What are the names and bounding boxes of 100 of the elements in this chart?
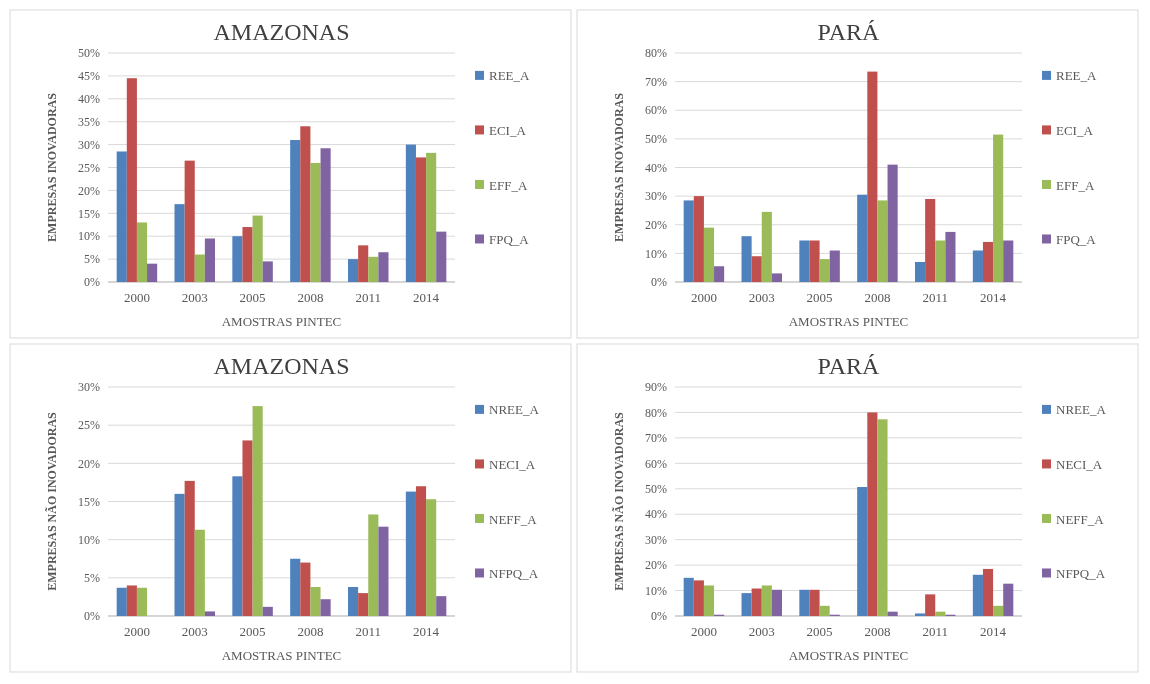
x-axis-title: AMOSTRAS PINTEC	[788, 314, 909, 329]
bar	[761, 211, 772, 282]
y-tick-label: 25%	[78, 418, 100, 433]
bar	[683, 577, 694, 616]
bar	[877, 200, 888, 282]
chart-title: AMAZONAS	[213, 19, 350, 45]
bar	[116, 587, 127, 616]
bar	[693, 196, 704, 282]
y-tick-label: 10%	[645, 583, 667, 598]
x-tick-label: 2014	[980, 624, 1007, 639]
y-tick-label: 30%	[78, 380, 100, 395]
bar	[925, 594, 936, 616]
bar	[194, 529, 205, 616]
x-tick-label: 2008	[297, 624, 324, 639]
x-axis-title: AMOSTRAS PINTEC	[221, 314, 342, 329]
bar	[993, 134, 1004, 282]
y-tick-label: 50%	[645, 481, 667, 496]
bar	[867, 71, 878, 282]
bar	[915, 261, 926, 282]
legend-label: ECI_A	[1056, 122, 1094, 138]
y-tick-label: 20%	[645, 558, 667, 573]
y-tick-label: 60%	[645, 456, 667, 471]
x-tick-label: 2011	[922, 624, 949, 639]
bar	[945, 231, 956, 282]
bar	[348, 586, 359, 616]
y-tick-label: 0%	[84, 275, 100, 290]
bar	[232, 236, 243, 282]
bar	[935, 611, 946, 616]
x-tick-label: 2000	[123, 624, 150, 639]
bar	[252, 406, 263, 616]
bar	[358, 245, 369, 282]
bar	[935, 240, 946, 282]
x-axis-title: AMOSTRAS PINTEC	[221, 648, 342, 663]
legend-label: NFPQ_A	[489, 566, 539, 582]
legend-label: NREE_A	[489, 402, 540, 418]
y-tick-label: 40%	[645, 160, 667, 175]
bar	[320, 599, 331, 616]
y-tick-label: 0%	[84, 609, 100, 624]
x-tick-label: 2011	[355, 624, 382, 639]
bar	[232, 476, 243, 616]
bar	[174, 204, 185, 282]
bar	[262, 606, 273, 616]
bar	[761, 585, 772, 616]
y-tick-label: 30%	[78, 137, 100, 152]
bar	[310, 586, 321, 616]
legend-label: NECI_A	[1056, 456, 1103, 472]
bar	[877, 419, 888, 616]
y-tick-label: 40%	[78, 92, 100, 106]
y-tick-label: 50%	[78, 46, 100, 61]
bar	[741, 236, 752, 282]
x-tick-label: 2014	[413, 290, 440, 305]
legend-label: NECI_A	[489, 456, 536, 472]
bar	[751, 588, 762, 616]
y-tick-label: 60%	[645, 103, 667, 118]
legend-label: NREE_A	[1056, 402, 1107, 418]
bar	[348, 259, 359, 282]
bar	[982, 241, 994, 282]
bar	[204, 238, 215, 282]
y-tick-label: 20%	[78, 183, 100, 198]
x-tick-label: 2000	[123, 290, 150, 305]
bar	[714, 266, 725, 282]
bar	[436, 231, 447, 282]
bar	[915, 613, 926, 616]
bar	[829, 250, 840, 282]
x-tick-label: 2003	[748, 290, 775, 305]
bar	[300, 126, 311, 282]
chart-title: PARÁ	[817, 19, 881, 45]
bar	[368, 514, 379, 616]
bar	[300, 562, 311, 616]
bar	[925, 198, 936, 282]
bar	[147, 263, 158, 282]
bar	[751, 256, 762, 282]
y-tick-label: 30%	[645, 532, 667, 547]
bar	[136, 587, 148, 616]
bar	[887, 164, 898, 282]
bar	[819, 605, 830, 616]
x-tick-label: 2005	[806, 624, 833, 639]
bar	[415, 486, 427, 616]
y-axis-title: EMPRESAS NÃO INOVADORAS	[45, 411, 59, 591]
legend-label: NEFF_A	[1056, 511, 1105, 527]
bar	[993, 605, 1004, 616]
y-tick-label: 30%	[645, 189, 667, 204]
bar	[405, 491, 416, 616]
legend-label: FPQ_A	[1056, 232, 1097, 248]
y-tick-label: 90%	[645, 380, 667, 395]
x-tick-label: 2003	[181, 624, 208, 639]
x-tick-label: 2005	[806, 290, 833, 305]
x-tick-label: 2003	[181, 290, 208, 305]
bar	[194, 254, 205, 282]
legend-label: EFF_A	[489, 177, 528, 193]
y-tick-label: 5%	[84, 571, 100, 586]
chart-title: PARÁ	[817, 353, 881, 379]
y-axis-title: EMPRESAS INOVADORAS	[612, 92, 626, 242]
bar	[242, 440, 253, 616]
x-tick-label: 2005	[239, 290, 266, 305]
legend-label: REE_A	[489, 68, 531, 84]
bar	[126, 78, 137, 282]
bar	[972, 574, 983, 616]
bar	[320, 148, 331, 282]
bar	[426, 152, 437, 282]
